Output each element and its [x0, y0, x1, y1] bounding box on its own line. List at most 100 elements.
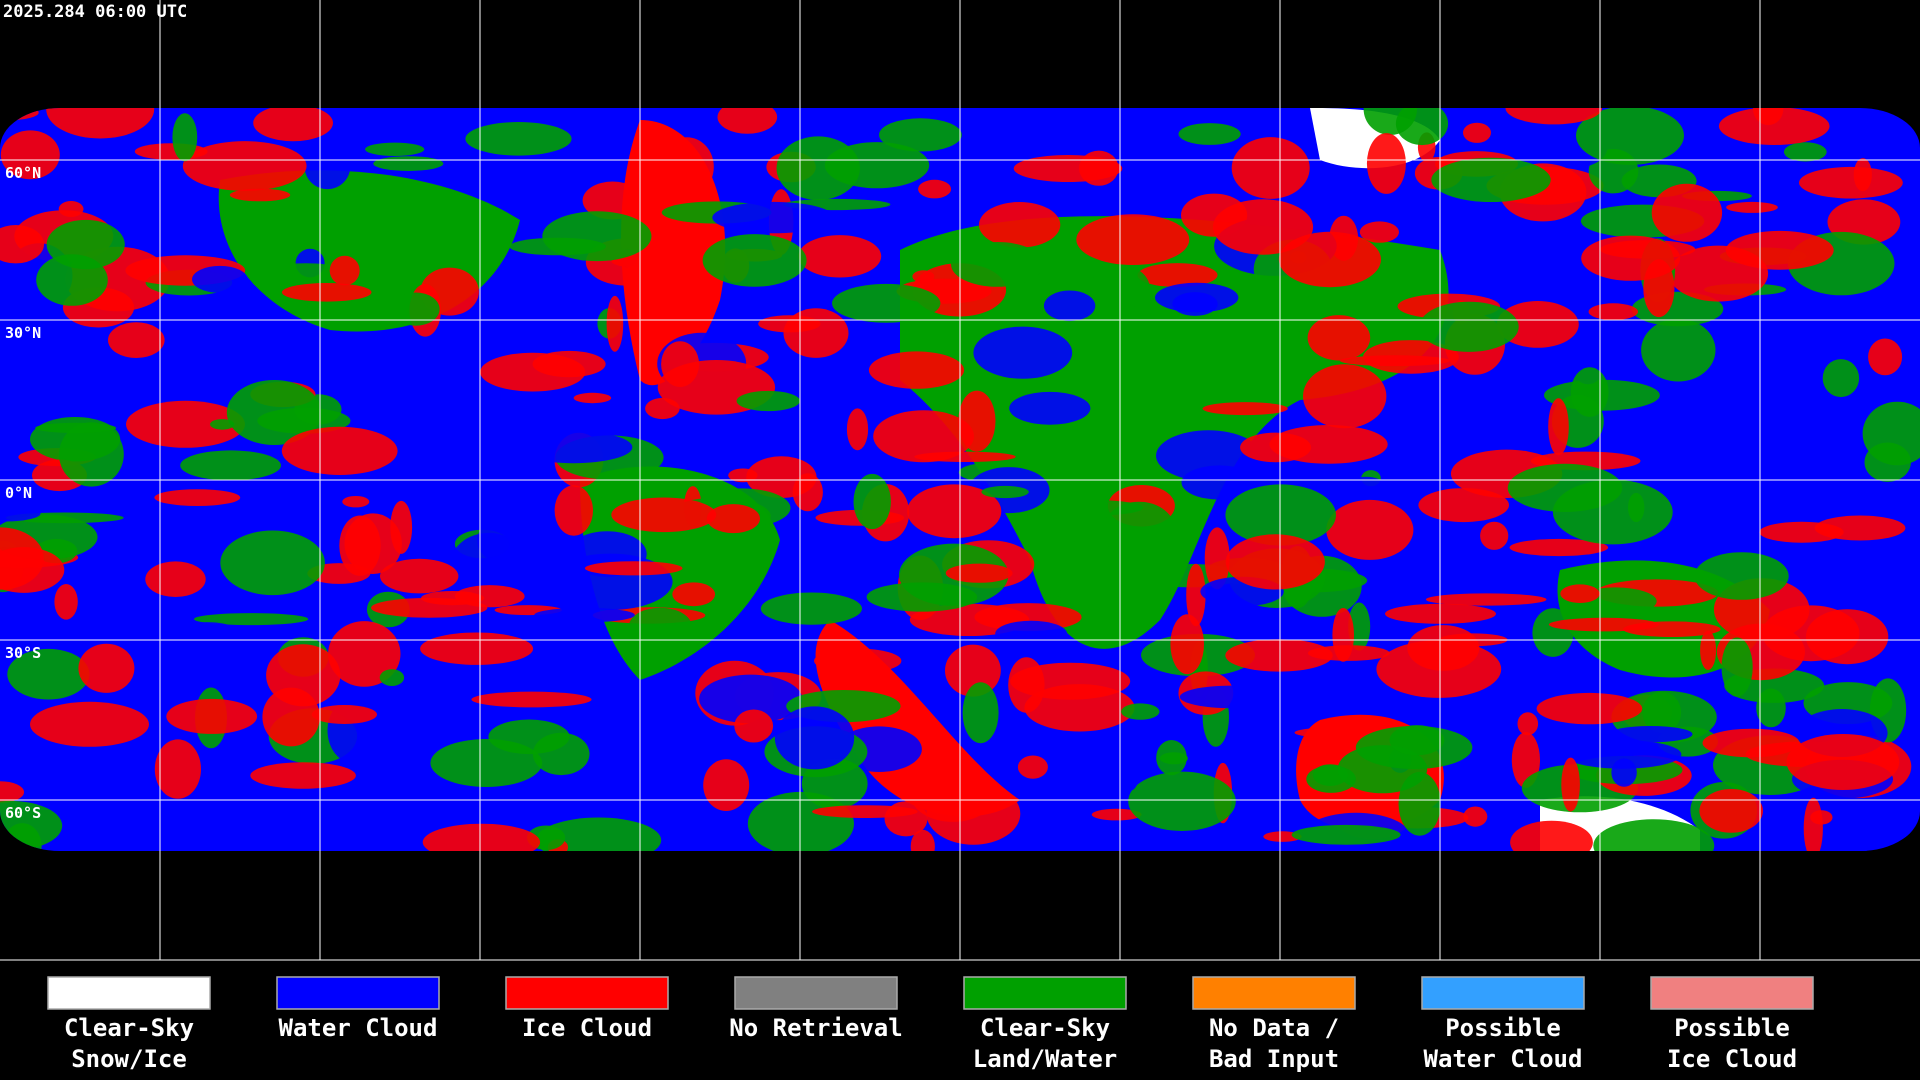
cloud-patch [776, 136, 860, 200]
cloud-patch [1202, 402, 1288, 416]
cloud-patch [1611, 758, 1637, 787]
cloud-patch [1803, 797, 1823, 851]
cloud-patch [1463, 122, 1491, 143]
cloud-patch [814, 648, 902, 674]
cloud-patch [1532, 608, 1574, 657]
cloud-patch [1057, 584, 1158, 604]
cloud-patch [1231, 137, 1310, 199]
cloud-patch [1593, 819, 1715, 851]
cloud-patch [226, 380, 322, 445]
legend-swatch [963, 976, 1127, 1010]
cloud-patch [1425, 593, 1547, 606]
cloud-patch [344, 513, 402, 574]
cloud-patch [1079, 150, 1119, 186]
cloud-patch [59, 422, 124, 487]
cloud-patch [230, 204, 253, 242]
cloud-patch [1291, 824, 1401, 845]
cloud-patch [1700, 630, 1717, 671]
cloud-patch [1225, 534, 1325, 590]
cloud-patch [1548, 617, 1660, 632]
cloud-patch [1864, 442, 1911, 482]
cloud-patch [1212, 199, 1314, 255]
cloud-patch [1721, 637, 1753, 697]
cloud-patch [1570, 367, 1609, 417]
timestamp: 2025.284 06:00 UTC [3, 2, 187, 22]
cloud-patch [1762, 605, 1860, 662]
cloud-patch [1091, 808, 1142, 821]
cloud-patch [1694, 552, 1789, 600]
cloud-patch [1641, 318, 1716, 382]
cloud-patch [973, 326, 1073, 379]
cloud-patch [712, 201, 835, 234]
legend-swatch [47, 976, 211, 1010]
cloud-patch [145, 561, 206, 597]
cloud-patch [1121, 738, 1141, 791]
legend-label: Clear-Sky [64, 1014, 194, 1042]
cloud-patch [371, 597, 488, 618]
cloud-patch [342, 496, 370, 508]
cloud-patch [582, 181, 643, 220]
cloud-patch [304, 142, 351, 190]
latitude-label: 60°N [5, 164, 41, 182]
cloud-patch [1024, 684, 1135, 732]
cloud-patch [1642, 691, 1682, 734]
cloud-patch [672, 582, 716, 607]
cloud-patch [532, 350, 606, 378]
cloud-patch [108, 322, 165, 358]
cloud-patch [703, 759, 750, 811]
cloud-patch [78, 643, 135, 693]
cloud-patch [1269, 425, 1388, 464]
cloud-patch [846, 408, 869, 451]
cloud-patch [0, 130, 60, 180]
cloud-patch [1702, 728, 1800, 758]
cloud-patch [866, 582, 978, 612]
cloud-patch [1181, 465, 1258, 500]
cloud-patch [182, 141, 307, 191]
cloud-patch [774, 706, 855, 770]
cloud-patch [1395, 108, 1449, 146]
cloud-patch [1376, 640, 1502, 698]
cloud-patch [0, 547, 65, 593]
legend-label: Water Cloud [279, 1014, 438, 1042]
graticule [0, 0, 1920, 960]
cloud-patch [311, 705, 377, 724]
cloud-patch [514, 431, 633, 464]
cloud-patch [554, 485, 593, 536]
cloud-patch [758, 315, 821, 333]
legend-label: Land/Water [973, 1045, 1118, 1073]
cloud-patch [229, 188, 291, 202]
cloud-patch [1496, 301, 1579, 348]
cloud-patch [926, 782, 1021, 845]
cloud-patch [1842, 813, 1871, 851]
cloud-patch [161, 622, 253, 671]
legend-label: Snow/Ice [71, 1045, 187, 1073]
cloud-patch [1419, 301, 1519, 352]
cloud-patch [1655, 466, 1761, 490]
cloud-patch [532, 732, 590, 776]
cloud-patch [1868, 338, 1903, 376]
latitude-label: 30°N [5, 324, 41, 342]
cloud-patch [1718, 108, 1830, 145]
cloud-patch [1294, 727, 1385, 739]
legend-label: Possible [1445, 1014, 1561, 1042]
cloud-patch [534, 607, 635, 623]
cloud-patch [329, 255, 360, 286]
cloud-patch [717, 108, 778, 134]
cloud-patch [328, 621, 401, 687]
cloud-patch [0, 225, 45, 264]
cloud-patch [629, 607, 692, 644]
legend: Clear-Sky Snow/Ice Water Cloud Ice Cloud No … [47, 976, 1814, 1073]
cloud-patch [1170, 614, 1204, 675]
cloud-patch [553, 149, 579, 196]
latitude-labels: 60°N 30°N 0°N 30°S 60°S [5, 164, 41, 822]
legend-label: Bad Input [1209, 1045, 1339, 1073]
cloud-patch [1303, 364, 1387, 429]
cloud-patch [1517, 712, 1539, 736]
cloud-patch [420, 632, 534, 665]
cloud-patch [46, 108, 155, 139]
cloud-patch [736, 390, 800, 412]
cloud-patch [35, 422, 117, 433]
cloud-patch [792, 473, 823, 512]
cloud-patch [7, 648, 90, 700]
cloud-patch [392, 292, 440, 326]
